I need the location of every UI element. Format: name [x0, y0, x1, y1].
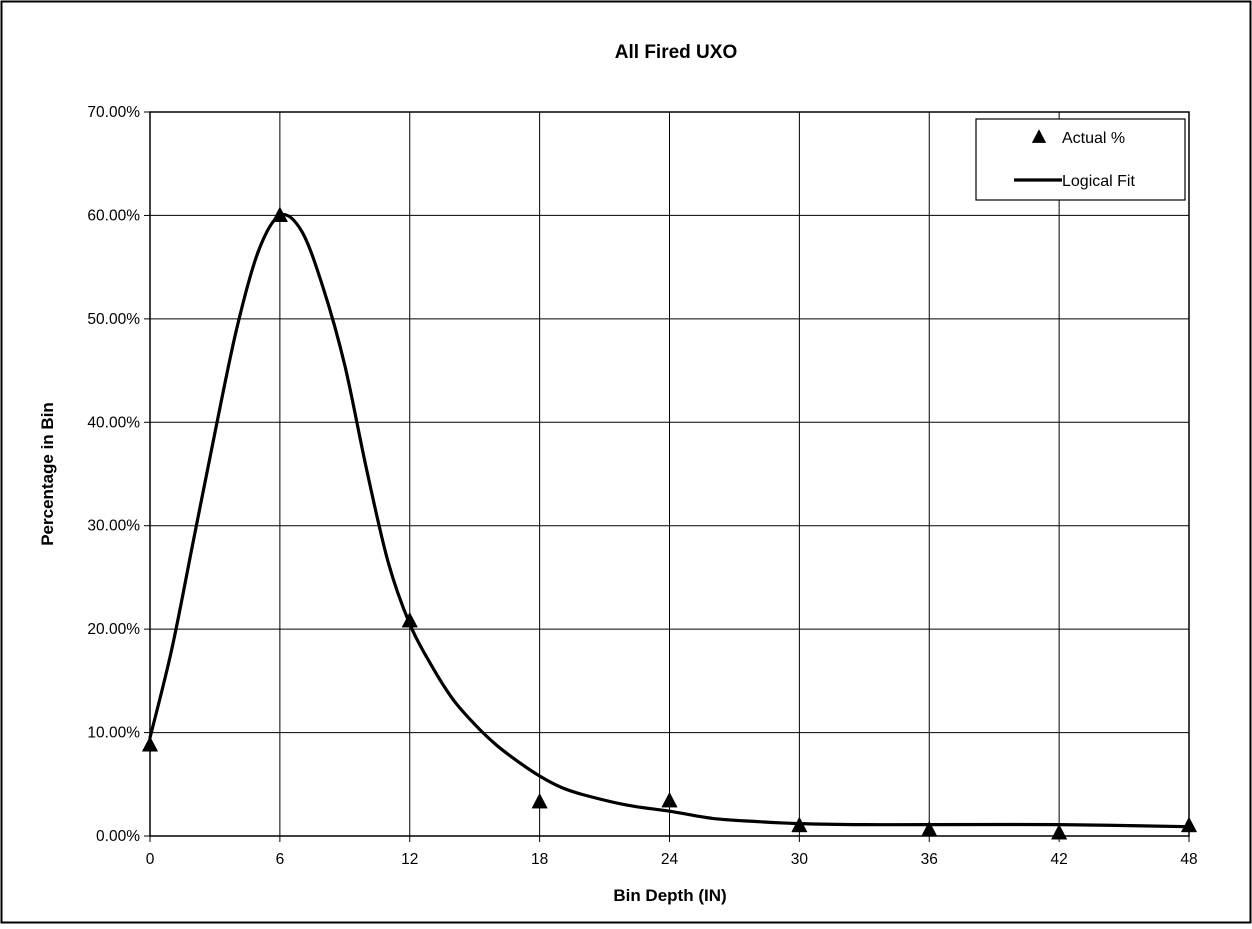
data-point-marker: [401, 611, 418, 628]
legend-label: Actual %: [1062, 130, 1125, 147]
y-tick-label: 60.00%: [87, 207, 140, 224]
legend-box: [975, 118, 1186, 201]
x-axis-tick-labels: 0 6 12 18 24 30 36 42 48: [146, 836, 1198, 868]
x-tick-label: 24: [661, 851, 679, 868]
y-tick-label: 70.00%: [87, 104, 140, 121]
data-point-marker: [141, 736, 159, 752]
series-layer: [141, 206, 1198, 840]
data-point-marker: [1180, 816, 1198, 833]
data-point-marker: [791, 816, 808, 833]
x-tick-label: 42: [1051, 851, 1068, 868]
y-tick-label: 50.00%: [87, 311, 140, 328]
x-tick-label: 0: [146, 851, 155, 868]
x-tick-label: 12: [401, 851, 418, 868]
legend-marker-icon: [1031, 129, 1047, 143]
x-tick-label: 6: [276, 851, 285, 868]
data-point-marker: [271, 206, 288, 222]
chart-title: All Fired UXO: [615, 42, 737, 63]
x-tick-label: 18: [531, 851, 548, 868]
x-tick-label: 36: [921, 851, 938, 868]
legend-entries: Actual % Logical Fit: [1014, 129, 1135, 190]
x-axis-title: Bin Depth (IN): [613, 886, 726, 905]
legend-label: Logical Fit: [1062, 173, 1135, 190]
y-tick-label: 30.00%: [87, 518, 140, 535]
series-line-logical-fit: [148, 213, 1191, 829]
data-point-marker: [661, 791, 678, 808]
x-tick-label: 48: [1180, 851, 1197, 868]
data-point-marker: [921, 820, 938, 837]
y-tick-label: 10.00%: [87, 725, 140, 742]
y-tick-label: 0.00%: [96, 828, 140, 845]
data-point-marker: [1051, 823, 1068, 840]
x-tick-label: 30: [791, 851, 809, 868]
y-axis-title: Percentage in Bin: [38, 402, 57, 546]
data-point-marker: [531, 792, 548, 809]
y-tick-label: 40.00%: [87, 414, 140, 431]
y-tick-label: 20.00%: [87, 621, 140, 638]
legend: Actual % Logical Fit: [975, 118, 1186, 201]
y-axis-tick-labels: 0.00% 10.00% 20.00% 30.00% 40.00% 50.00% 60.00…: [87, 104, 150, 845]
